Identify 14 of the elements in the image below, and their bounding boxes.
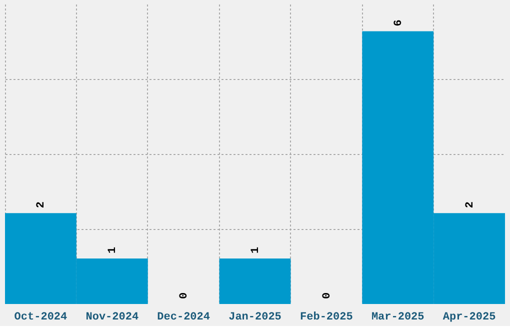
- x-tick-label: Oct-2024: [14, 312, 68, 324]
- data-label: 2: [464, 201, 476, 208]
- x-tick-label: Nov-2024: [86, 312, 139, 324]
- data-label: 6: [392, 20, 405, 26]
- data-label: 0: [321, 292, 334, 299]
- data-label: 2: [36, 201, 48, 208]
- x-tick-label: Mar-2025: [371, 312, 425, 324]
- x-tick-label: Dec-2024: [157, 312, 210, 324]
- data-label: 0: [178, 292, 191, 299]
- x-tick-label: Apr-2025: [442, 312, 496, 324]
- x-tick-label: Jan-2025: [228, 312, 282, 324]
- x-tick-label: Feb-2025: [300, 312, 354, 324]
- data-label: 1: [250, 246, 262, 254]
- data-label: 1: [107, 246, 120, 254]
